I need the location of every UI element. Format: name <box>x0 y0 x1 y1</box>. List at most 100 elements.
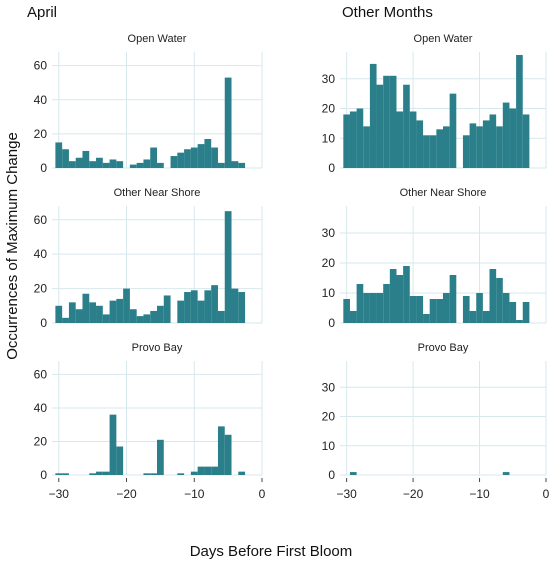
column-title-april: April <box>27 4 57 21</box>
histogram-bar <box>204 290 212 323</box>
histogram-bar <box>136 316 144 323</box>
y-tick-label: 10 <box>322 286 336 300</box>
panel-title: Open Water <box>128 33 187 45</box>
x-tick-label: 0 <box>259 487 266 501</box>
histogram-bar <box>96 157 103 168</box>
histogram-bar <box>109 300 117 323</box>
histogram-bar <box>184 292 191 323</box>
histogram-bar <box>136 162 144 168</box>
histogram-bar <box>403 266 410 323</box>
histogram-bar <box>150 310 157 323</box>
histogram-bar <box>211 147 218 168</box>
facet-panel: Other Near Shore 0 20 40 60 <box>34 187 263 330</box>
histogram-bar <box>116 161 124 168</box>
y-tick-label: 20 <box>322 410 336 424</box>
histogram-bar <box>509 302 517 323</box>
y-tick-label: 40 <box>34 401 48 415</box>
histogram-bar <box>224 77 232 168</box>
histogram-bar <box>116 298 124 323</box>
histogram-bar <box>211 466 218 475</box>
histogram-bar <box>157 305 164 323</box>
histogram-bar <box>238 292 246 323</box>
histogram-bar <box>496 278 503 323</box>
histogram-bar <box>383 75 390 168</box>
histogram-bar <box>190 471 198 475</box>
y-tick-label: 0 <box>328 468 335 482</box>
histogram-bar <box>376 293 384 323</box>
histogram-bar <box>516 54 523 168</box>
histogram-bar <box>396 275 404 323</box>
histogram-bar <box>476 293 483 323</box>
histogram-bar <box>123 288 130 323</box>
y-tick-label: 40 <box>34 247 48 261</box>
x-axis-label: Days Before First Bloom <box>190 543 353 560</box>
histogram-bar <box>349 311 357 323</box>
histogram-bar <box>55 305 63 323</box>
histogram-bar <box>75 309 83 323</box>
histogram-bar <box>231 161 239 168</box>
histogram-bar <box>509 108 517 168</box>
histogram-bar <box>363 126 370 168</box>
histogram-bar <box>238 162 246 168</box>
histogram-bar <box>129 164 137 168</box>
histogram-bar <box>190 290 198 323</box>
histogram-bar <box>55 473 63 475</box>
histogram-bar <box>157 162 164 168</box>
histogram-bar <box>204 139 212 168</box>
histogram-bar <box>184 149 191 168</box>
column-title-other-months: Other Months <box>342 4 433 21</box>
histogram-bar <box>476 126 483 168</box>
histogram-bar <box>502 293 510 323</box>
histogram-bar <box>102 162 110 168</box>
histogram-bar <box>129 309 137 323</box>
y-tick-label: 10 <box>322 131 336 145</box>
histogram-bar <box>356 284 364 323</box>
histogram-bar <box>436 129 443 168</box>
facet-panel: Provo Bay 0 20 40 60 −30 −20 −10 0 <box>34 342 266 501</box>
histogram-bar <box>522 302 530 323</box>
histogram-bar <box>396 111 404 168</box>
histogram-bar <box>190 147 198 168</box>
facet-panel: Open Water 0 10 20 30 <box>322 33 547 175</box>
histogram-bar <box>489 114 497 168</box>
y-tick-label: 20 <box>34 282 48 296</box>
histogram-bar <box>416 296 424 323</box>
histogram-bar <box>55 142 63 168</box>
histogram-bar <box>363 293 370 323</box>
y-tick-label: 20 <box>322 256 336 270</box>
histogram-bar <box>197 466 205 475</box>
y-tick-label: 0 <box>328 161 335 175</box>
histogram-bar <box>522 114 530 168</box>
histogram-bar <box>143 473 151 475</box>
histogram-bar <box>389 75 397 168</box>
y-tick-label: 20 <box>34 434 48 448</box>
histogram-bar <box>343 299 350 323</box>
histogram-bar <box>102 471 110 475</box>
panel-title: Open Water <box>414 33 473 45</box>
histogram-bar <box>177 473 185 475</box>
histogram-bar <box>462 296 470 323</box>
histogram-bar <box>163 295 171 323</box>
y-tick-label: 10 <box>322 439 336 453</box>
histogram-bar <box>197 144 205 168</box>
y-tick-label: 20 <box>322 102 336 116</box>
x-tick-label: −20 <box>403 487 424 501</box>
histogram-bar <box>409 296 417 323</box>
histogram-bar <box>369 293 377 323</box>
histogram-bar <box>150 147 157 168</box>
y-tick-label: 0 <box>40 316 47 330</box>
histogram-bar <box>217 310 225 323</box>
histogram-bar <box>204 466 212 475</box>
histogram-bar <box>157 439 164 475</box>
histogram-bar <box>75 157 83 168</box>
histogram-bar <box>349 472 357 475</box>
histogram-bar <box>82 150 90 168</box>
histogram-bar <box>89 302 97 323</box>
x-tick-label: −30 <box>49 487 70 501</box>
histogram-bar <box>502 472 510 475</box>
histogram-bar <box>177 300 185 323</box>
histogram-bar <box>369 63 377 169</box>
panel-title: Provo Bay <box>418 342 469 354</box>
histogram-bar <box>96 305 103 323</box>
